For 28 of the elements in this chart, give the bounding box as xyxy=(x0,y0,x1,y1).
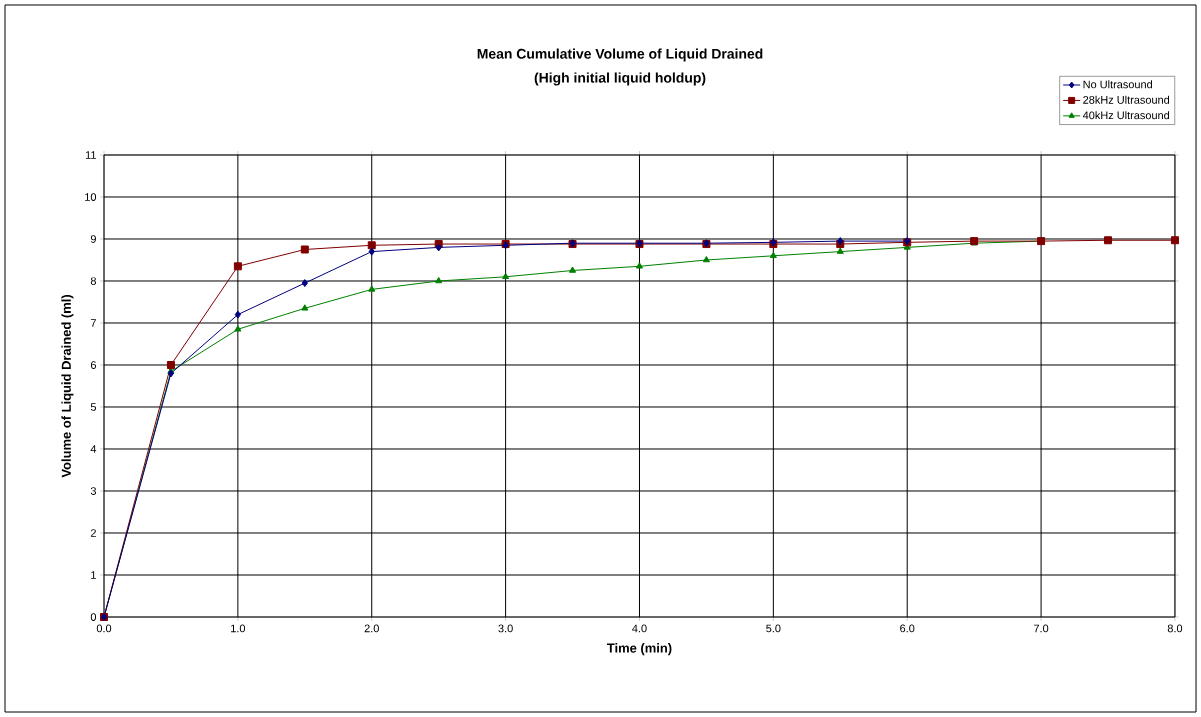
legend-label: 28kHz Ultrasound xyxy=(1083,95,1170,104)
y-tick-label: 6 xyxy=(90,361,96,369)
x-axis-title: Time (min) xyxy=(606,643,672,656)
chart-title: Mean Cumulative Volume of Liquid Drained xyxy=(477,48,763,62)
y-tick-label: 2 xyxy=(90,529,96,537)
x-tick-label: 1.0 xyxy=(231,624,246,633)
y-tick-label: 9 xyxy=(90,235,96,243)
x-tick-label: 0.0 xyxy=(96,624,112,633)
x-tick-label: 2.0 xyxy=(364,624,379,633)
y-tick-label: 0 xyxy=(90,613,97,621)
y-tick-label: 7 xyxy=(90,319,96,327)
y-tick-label: 3 xyxy=(90,487,96,495)
x-tick-label: 3.0 xyxy=(498,624,513,633)
y-tick-label: 5 xyxy=(90,403,97,411)
x-tick-label: 6.0 xyxy=(900,624,915,633)
legend-label: 40kHz Ultrasound xyxy=(1082,111,1170,120)
x-tick-label: 8.0 xyxy=(1167,624,1183,633)
x-tick-label: 4.0 xyxy=(632,624,647,633)
y-tick-label: 4 xyxy=(90,445,97,453)
y-tick-label: 1 xyxy=(91,571,96,579)
y-axis-title: Volume of Liquid Drained (ml) xyxy=(61,295,74,478)
y-tick-label: 8 xyxy=(90,277,96,285)
chart-subtitle: (High initial liquid holdup) xyxy=(534,72,706,86)
x-tick-label: 7.0 xyxy=(1034,624,1049,633)
legend-label: No Ultrasound xyxy=(1083,80,1152,89)
y-tick-label: 10 xyxy=(85,193,97,201)
x-tick-label: 5.0 xyxy=(766,624,781,633)
y-tick-label: 11 xyxy=(85,151,96,159)
